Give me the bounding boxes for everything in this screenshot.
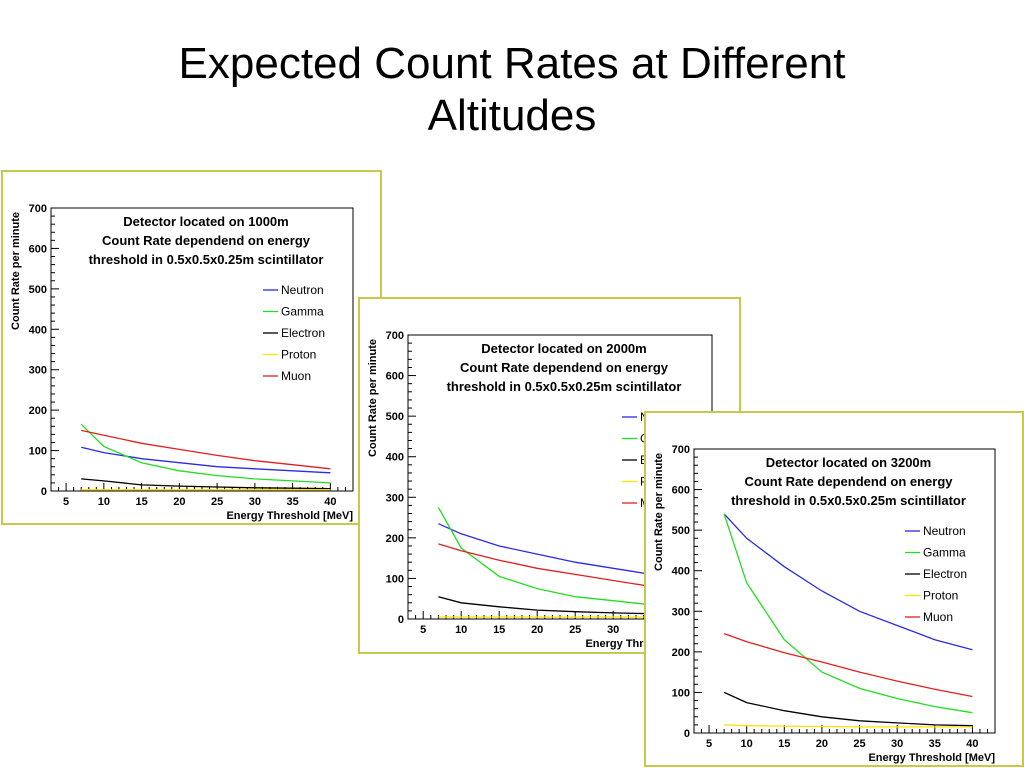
chart-title-line: Detector located on 3200m [766, 455, 931, 470]
y-tick-label: 700 [386, 330, 404, 342]
chart-title-line: threshold in 0.5x0.5x0.25m scintillator [89, 252, 324, 267]
y-axis-label: Count Rate per minute [653, 453, 665, 571]
x-tick-label: 25 [853, 738, 865, 750]
y-tick-label: 300 [29, 365, 47, 377]
y-axis-label: Count Rate per minute [10, 212, 22, 330]
y-tick-label: 600 [386, 371, 404, 383]
y-tick-label: 500 [386, 411, 404, 423]
x-tick-label: 30 [891, 738, 903, 750]
legend-label-proton: Proton [923, 589, 958, 603]
chart-title-line: threshold in 0.5x0.5x0.25m scintillator [731, 493, 966, 508]
y-tick-label: 200 [29, 405, 47, 417]
y-tick-label: 0 [41, 486, 47, 498]
x-tick-label: 10 [455, 624, 467, 636]
y-tick-label: 600 [672, 485, 690, 497]
x-tick-label: 10 [741, 738, 753, 750]
x-axis-label: Energy Threshold [MeV] [868, 752, 995, 764]
x-tick-label: 30 [249, 496, 261, 508]
x-tick-label: 10 [98, 496, 110, 508]
chart-panel-1000m: 0 100 200 300 400 500 600 700 5 10 15 20 25 30 35 40 Ene… [1, 170, 382, 525]
x-tick-label: 25 [211, 496, 223, 508]
chart-panel-3200m: 0 100 200 300 400 500 600 700 5 10 15 20 25 30 35 40 Ene… [644, 411, 1024, 767]
y-tick-label: 200 [386, 533, 404, 545]
legend-label-neutron: Neutron [923, 524, 966, 538]
y-tick-label: 100 [386, 573, 404, 585]
x-tick-label: 35 [929, 738, 941, 750]
y-tick-label: 700 [29, 203, 47, 215]
y-tick-label: 200 [672, 647, 690, 659]
y-tick-label: 300 [672, 606, 690, 618]
chart-1000m: 0 100 200 300 400 500 600 700 5 10 15 20 25 30 35 40 Ene… [10, 203, 354, 522]
y-tick-label: 300 [386, 492, 404, 504]
chart-title-line: Count Rate dependend on energy [744, 474, 953, 489]
series-line-gamma [80, 423, 331, 484]
x-tick-label: 20 [173, 496, 185, 508]
x-tick-label: 40 [966, 738, 978, 750]
legend-label-electron: Electron [923, 567, 967, 581]
legend-label-gamma: Gamma [281, 305, 324, 319]
series-line-electron [723, 691, 973, 727]
x-tick-label: 5 [706, 738, 712, 750]
series-line-muon [723, 632, 973, 698]
series-line-neutron [81, 446, 331, 474]
y-tick-label: 700 [672, 444, 690, 456]
legend-label-neutron: Neutron [281, 283, 324, 297]
x-tick-label: 5 [420, 624, 426, 636]
series-line-proton [724, 724, 973, 728]
x-tick-label: 15 [135, 496, 147, 508]
legend-label-muon: Muon [923, 610, 953, 624]
y-tick-label: 0 [398, 614, 404, 626]
y-tick-label: 400 [386, 452, 404, 464]
y-tick-label: 600 [29, 243, 47, 255]
x-tick-label: 35 [286, 496, 298, 508]
legend-label-electron: Electron [281, 326, 325, 340]
x-tick-label: 20 [531, 624, 543, 636]
x-tick-label: 15 [778, 738, 790, 750]
y-tick-label: 100 [29, 446, 47, 458]
chart-title-line: Count Rate dependend on energy [102, 233, 311, 248]
legend-label-proton: Proton [281, 348, 316, 362]
x-axis-label: Energy Threshold [MeV] [226, 510, 353, 522]
slide-title: Expected Count Rates at Different Altitu… [0, 38, 1024, 142]
x-tick-label: 25 [569, 624, 581, 636]
x-tick-label: 5 [63, 496, 69, 508]
chart-title-line: Count Rate dependend on energy [460, 360, 669, 375]
x-tick-label: 30 [607, 624, 619, 636]
legend-label-muon: Muon [281, 369, 311, 383]
x-tick-label: 20 [816, 738, 828, 750]
series-line-muon [81, 429, 331, 470]
y-tick-label: 500 [672, 525, 690, 537]
y-axis-label: Count Rate per minute [367, 339, 379, 457]
y-tick-label: 400 [29, 324, 47, 336]
series-line-gamma [723, 513, 973, 714]
x-tick-label: 40 [324, 496, 336, 508]
slide-title-line-1: Expected Count Rates at Different [178, 39, 846, 88]
slide-title-line-2: Altitudes [427, 91, 597, 140]
plot-frame [693, 448, 996, 734]
y-tick-label: 100 [672, 687, 690, 699]
series-line-neutron [723, 513, 973, 651]
x-tick-label: 15 [493, 624, 505, 636]
chart-title-line: Detector located on 2000m [481, 341, 646, 356]
chart-title-line: Detector located on 1000m [123, 214, 288, 229]
legend-label-gamma: Gamma [923, 546, 966, 560]
y-tick-label: 500 [29, 284, 47, 296]
y-tick-label: 400 [672, 566, 690, 578]
chart-3200m: 0 100 200 300 400 500 600 700 5 10 15 20 25 30 35 40 Ene… [653, 444, 996, 764]
series-line-electron [81, 478, 331, 490]
chart-title-line: threshold in 0.5x0.5x0.25m scintillator [447, 379, 682, 394]
y-tick-label: 0 [684, 728, 690, 740]
